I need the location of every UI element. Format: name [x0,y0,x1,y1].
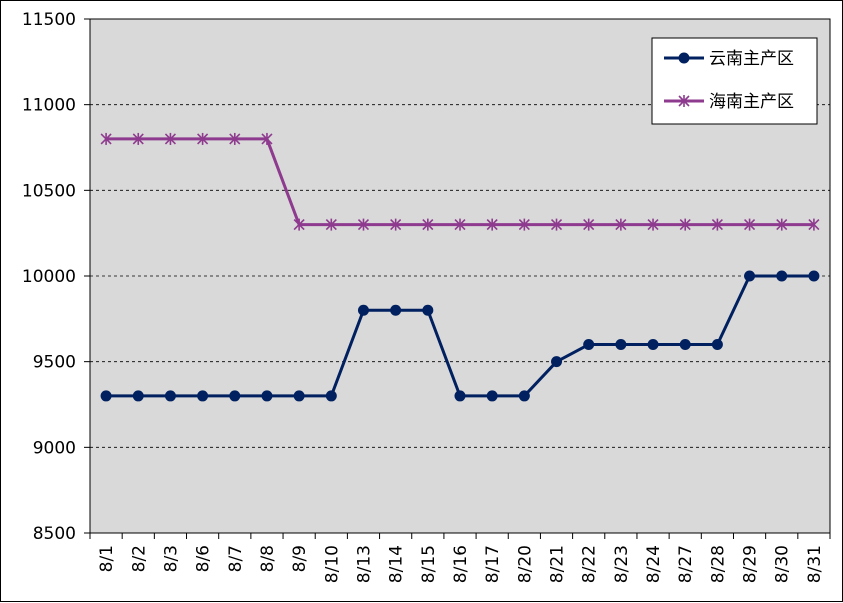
data-point [261,390,273,402]
data-point [100,132,112,145]
data-point [711,339,723,351]
data-point [357,218,370,231]
x-tick-label: 8/24 [644,545,664,583]
x-tick-label: 8/3 [161,545,181,572]
data-point [551,356,563,368]
x-tick-label: 8/15 [419,545,439,583]
y-tick-label: 8500 [33,524,76,544]
x-tick-label: 8/20 [515,545,535,583]
series-2 [100,132,820,231]
legend-marker [678,95,690,107]
data-point [132,390,144,402]
data-point [518,390,530,402]
data-point [454,390,466,402]
legend-label: 云南主产区 [709,49,794,69]
y-tick-label: 11000 [22,96,76,116]
data-point [808,270,820,282]
y-tick-label: 11500 [22,10,76,30]
legend-label: 海南主产区 [709,92,794,112]
axes: 8500 9000 9500 10000 10500 11000 11500 8/1 8/2 8/… [22,10,831,583]
x-tick-label: 8/13 [354,545,374,583]
data-point [261,132,273,145]
y-tick-label: 10500 [22,181,76,201]
data-point [422,218,434,231]
x-tick-label: 8/30 [773,545,793,583]
x-tick-label: 8/7 [226,545,246,572]
data-point [390,218,402,231]
y-tick-label: 9500 [33,353,76,373]
x-tick-label: 8/22 [580,545,600,583]
data-point [422,304,434,316]
data-point [808,218,820,231]
x-tick-label: 8/6 [194,545,214,572]
data-point [647,218,659,231]
data-point [518,218,530,231]
data-point [615,218,627,231]
data-point [325,390,337,402]
x-tick-label: 8/14 [387,545,407,583]
x-tick-label: 8/10 [322,545,342,583]
data-point [550,218,563,231]
data-point [293,218,305,231]
data-point [164,132,177,145]
data-point [744,270,756,282]
data-point [229,390,241,402]
x-tick-label: 8/21 [548,545,568,583]
data-point [164,390,176,402]
data-point [132,132,144,145]
data-point [679,339,691,351]
data-point [486,390,498,402]
series-1 [100,270,820,402]
data-point [743,218,756,231]
x-tick-label: 8/28 [708,545,728,583]
data-point [679,218,691,231]
x-tick-label: 8/16 [451,545,471,583]
x-tick-label: 8/17 [483,545,503,583]
data-point [615,339,627,351]
data-point [454,218,466,231]
data-point [647,339,659,351]
data-point [357,304,369,316]
data-point [486,218,498,231]
data-point [583,339,595,351]
series-group [100,132,820,402]
x-tick-label: 8/27 [676,545,696,583]
data-point [229,132,241,145]
x-tick-label: 8/31 [805,545,825,583]
x-tick-label: 8/2 [129,545,149,572]
data-point [325,218,337,231]
legend-item: 海南主产区 [664,92,794,112]
x-tick-label: 8/1 [97,545,117,572]
data-point [197,132,209,145]
data-point [776,218,788,231]
y-tick-label: 10000 [22,267,76,287]
x-tick-label: 8/23 [612,545,632,583]
legend-item: 云南主产区 [664,49,794,69]
legend-marker [678,52,690,64]
data-point [100,390,112,402]
data-point [197,390,209,402]
data-point [583,218,595,231]
y-tick-label: 9000 [33,438,76,458]
legend-box [651,37,818,125]
x-tick-label: 8/9 [290,545,310,572]
data-point [293,390,305,402]
x-tick-label: 8/8 [258,545,278,572]
data-point [390,304,402,316]
data-point [711,218,723,231]
x-tick-label: 8/29 [741,545,761,583]
data-point [776,270,788,282]
